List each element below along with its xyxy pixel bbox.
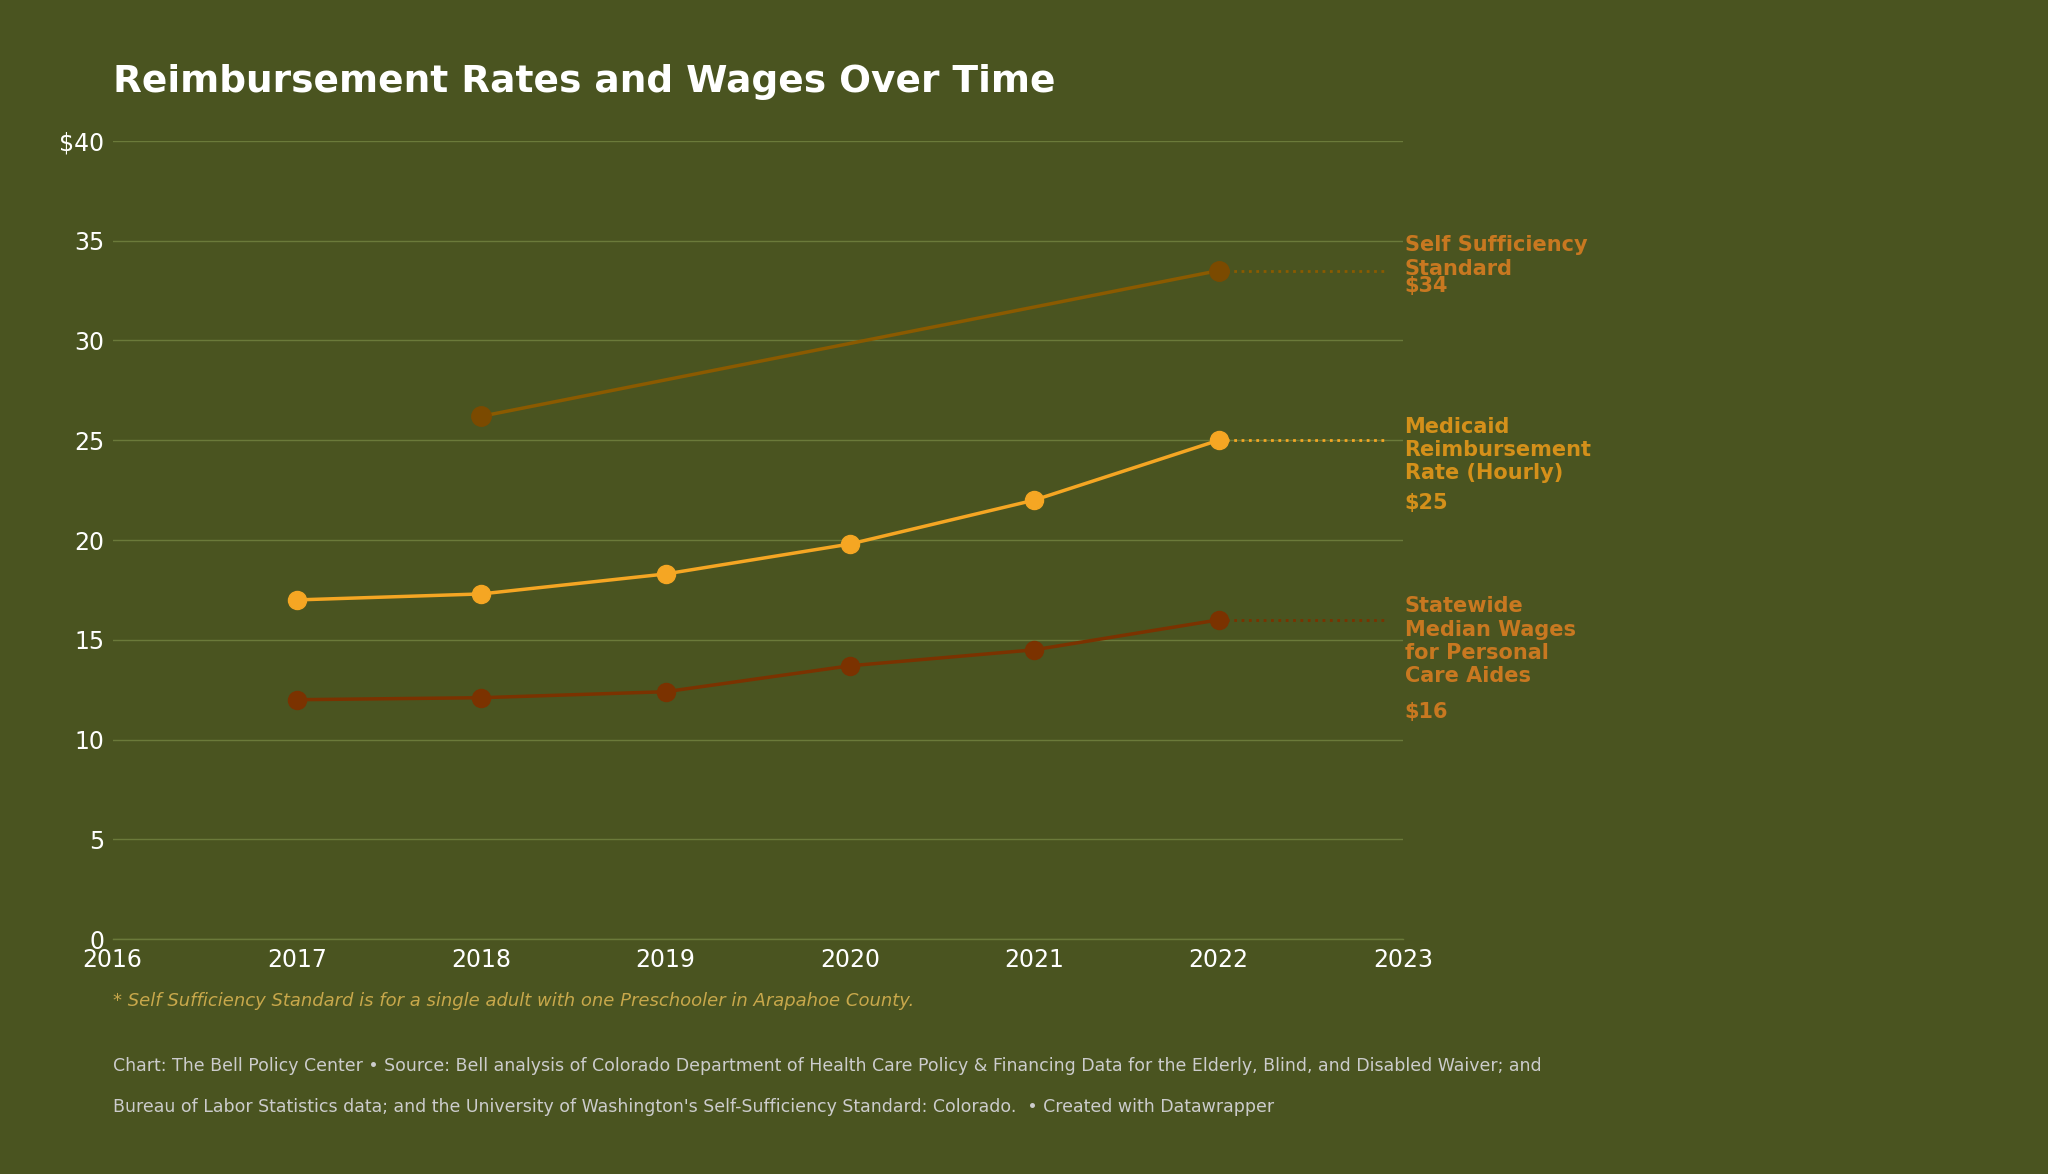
Text: * Self Sufficiency Standard is for a single adult with one Preschooler in Arapah: * Self Sufficiency Standard is for a sin… (113, 992, 913, 1010)
Text: Reimbursement Rates and Wages Over Time: Reimbursement Rates and Wages Over Time (113, 63, 1055, 100)
Text: Medicaid
Reimbursement
Rate (Hourly): Medicaid Reimbursement Rate (Hourly) (1405, 417, 1591, 484)
Text: $25: $25 (1405, 493, 1448, 513)
Text: $16: $16 (1405, 702, 1448, 722)
Text: Chart: The Bell Policy Center • Source: Bell analysis of Colorado Department of : Chart: The Bell Policy Center • Source: … (113, 1057, 1542, 1074)
Text: Self Sufficiency
Standard: Self Sufficiency Standard (1405, 235, 1587, 278)
Text: Bureau of Labor Statistics data; and the University of Washington's Self-Suffici: Bureau of Labor Statistics data; and the… (113, 1098, 1274, 1115)
Text: $34: $34 (1405, 276, 1448, 297)
Text: Statewide
Median Wages
for Personal
Care Aides: Statewide Median Wages for Personal Care… (1405, 596, 1575, 686)
